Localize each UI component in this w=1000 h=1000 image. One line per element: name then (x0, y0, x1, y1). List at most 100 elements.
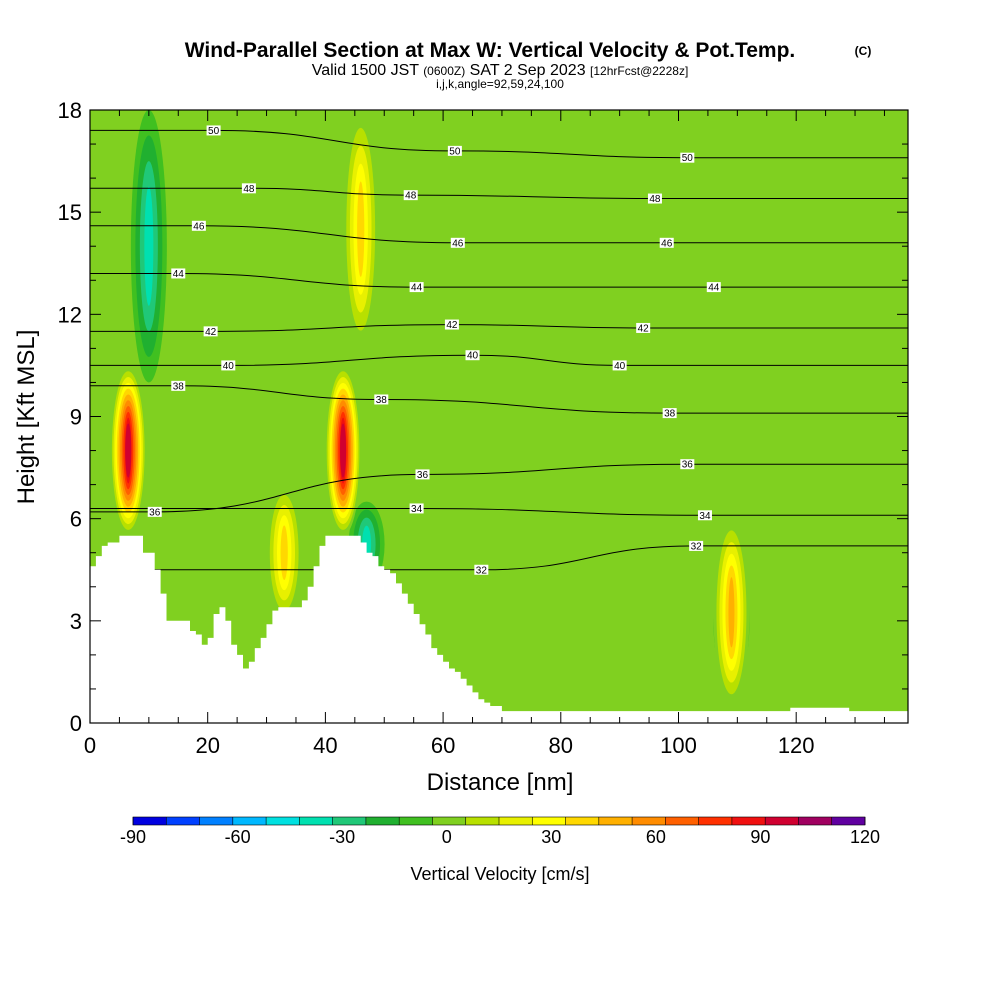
colorbar-swatch (532, 817, 566, 825)
colorbar-tick-label: -30 (329, 827, 355, 847)
contour-label: 38 (171, 380, 186, 392)
contour-label: 36 (147, 506, 162, 518)
svg-text:48: 48 (405, 191, 417, 202)
y-tick-label: 0 (70, 711, 82, 736)
x-axis-label: Distance [nm] (427, 769, 574, 796)
isentrope-line (90, 187, 908, 199)
colorbar-swatch (232, 817, 267, 825)
svg-text:36: 36 (149, 507, 161, 518)
svg-text:34: 34 (699, 511, 711, 522)
svg-text:36: 36 (417, 470, 429, 481)
contour-label: 38 (662, 408, 677, 420)
colorbar-tick-label: -90 (120, 827, 146, 847)
plot-field (90, 110, 908, 723)
colorbar-swatch (698, 817, 733, 825)
svg-text:46: 46 (193, 221, 205, 232)
contour-label: 50 (680, 152, 695, 164)
svg-text:48: 48 (243, 184, 255, 195)
updraft-cell (325, 365, 362, 536)
svg-text:32: 32 (691, 541, 703, 552)
svg-text:42: 42 (638, 323, 650, 334)
contour-label: 48 (647, 193, 662, 205)
terrain (90, 535, 908, 723)
x-tick-label: 60 (431, 733, 455, 758)
colorbar-tick-label: 60 (646, 827, 666, 847)
svg-text:50: 50 (682, 153, 694, 164)
contour-label: 34 (409, 503, 424, 515)
downdraft-cell (130, 110, 167, 383)
colorbar-swatch (365, 817, 400, 825)
svg-text:46: 46 (452, 238, 464, 249)
contour-label: 40 (465, 350, 480, 362)
colorbar-tick-label: 0 (442, 827, 452, 847)
chart-subtitle: Valid 1500 JST (0600Z) SAT 2 Sep 2023 [1… (312, 62, 689, 79)
chart-title-mark: (C) (855, 44, 872, 58)
svg-text:38: 38 (376, 395, 388, 406)
contour-label: 38 (374, 394, 389, 406)
contour-labels: 50 48 46 44 42 40 38 36 50 48 46 44 42 40 38 36 34 32 50 48… (147, 125, 721, 576)
updraft-cell (110, 365, 147, 536)
contour-label: 50 (447, 145, 462, 157)
colorbar-swatch (133, 817, 167, 825)
svg-text:38: 38 (173, 381, 185, 392)
subtitle-date: SAT 2 Sep 2023 (465, 62, 590, 79)
isentrope-line (90, 545, 908, 571)
contour-label: 42 (203, 326, 218, 338)
contour-label: 50 (206, 125, 221, 137)
svg-text:36: 36 (682, 460, 694, 471)
colorbar: -90 -60 -30 0 30 60 90 120 (120, 816, 880, 847)
y-tick-label: 18 (58, 98, 82, 123)
colorbar-swatch (266, 817, 300, 825)
y-tick-label: 9 (70, 405, 82, 430)
svg-text:46: 46 (661, 238, 673, 249)
svg-text:40: 40 (467, 351, 479, 362)
x-tick-label: 100 (660, 733, 697, 758)
contour-label: 46 (191, 220, 206, 232)
isentrope-line (90, 507, 908, 516)
svg-text:44: 44 (708, 283, 720, 294)
x-tick-label: 40 (313, 733, 337, 758)
contour-label: 44 (171, 268, 186, 280)
contour-label: 42 (444, 319, 459, 331)
y-tick-label: 3 (70, 609, 82, 634)
colorbar-swatch (199, 817, 234, 825)
contour-label: 36 (415, 469, 430, 481)
colorbar-swatch (765, 817, 799, 825)
colorbar-label: Vertical Velocity [cm/s] (410, 864, 589, 884)
subtitle-valid: Valid 1500 JST (312, 62, 423, 79)
svg-text:38: 38 (664, 409, 676, 420)
colorbar-swatch (432, 817, 467, 825)
x-tick-label: 80 (549, 733, 573, 758)
updraft-cell (342, 110, 379, 349)
svg-text:42: 42 (446, 320, 458, 331)
colorbar-swatch (598, 817, 633, 825)
y-tick-label: 12 (58, 302, 82, 327)
colorbar-swatch (332, 817, 367, 825)
contour-label: 32 (689, 540, 704, 552)
colorbar-tick-label: 30 (541, 827, 561, 847)
y-axis-label: Height [Kft MSL] (13, 330, 40, 505)
contour-label: 44 (706, 282, 721, 294)
contour-label: 42 (636, 322, 651, 334)
svg-text:50: 50 (208, 126, 220, 137)
svg-text:40: 40 (614, 361, 626, 372)
subtitle-utc: (0600Z) (423, 64, 465, 78)
contour-label: 32 (474, 564, 489, 576)
colorbar-tick-label: 120 (850, 827, 880, 847)
colorbar-swatch (831, 817, 866, 825)
contour-label: 44 (409, 282, 424, 294)
svg-text:44: 44 (411, 283, 423, 294)
contour-label: 40 (612, 360, 627, 372)
x-tick-label: 120 (778, 733, 815, 758)
colorbar-tick-label: -60 (225, 827, 251, 847)
colorbar-swatch (499, 817, 533, 825)
subtitle-forecast: [12hrFcst@2228z] (590, 64, 688, 78)
contour-label: 40 (221, 360, 236, 372)
contour-label: 48 (403, 190, 418, 202)
contour-label: 36 (680, 459, 695, 471)
svg-text:32: 32 (476, 565, 488, 576)
colorbar-swatch (731, 817, 766, 825)
updraft-cell (713, 518, 750, 706)
isentrope-line (90, 324, 908, 332)
